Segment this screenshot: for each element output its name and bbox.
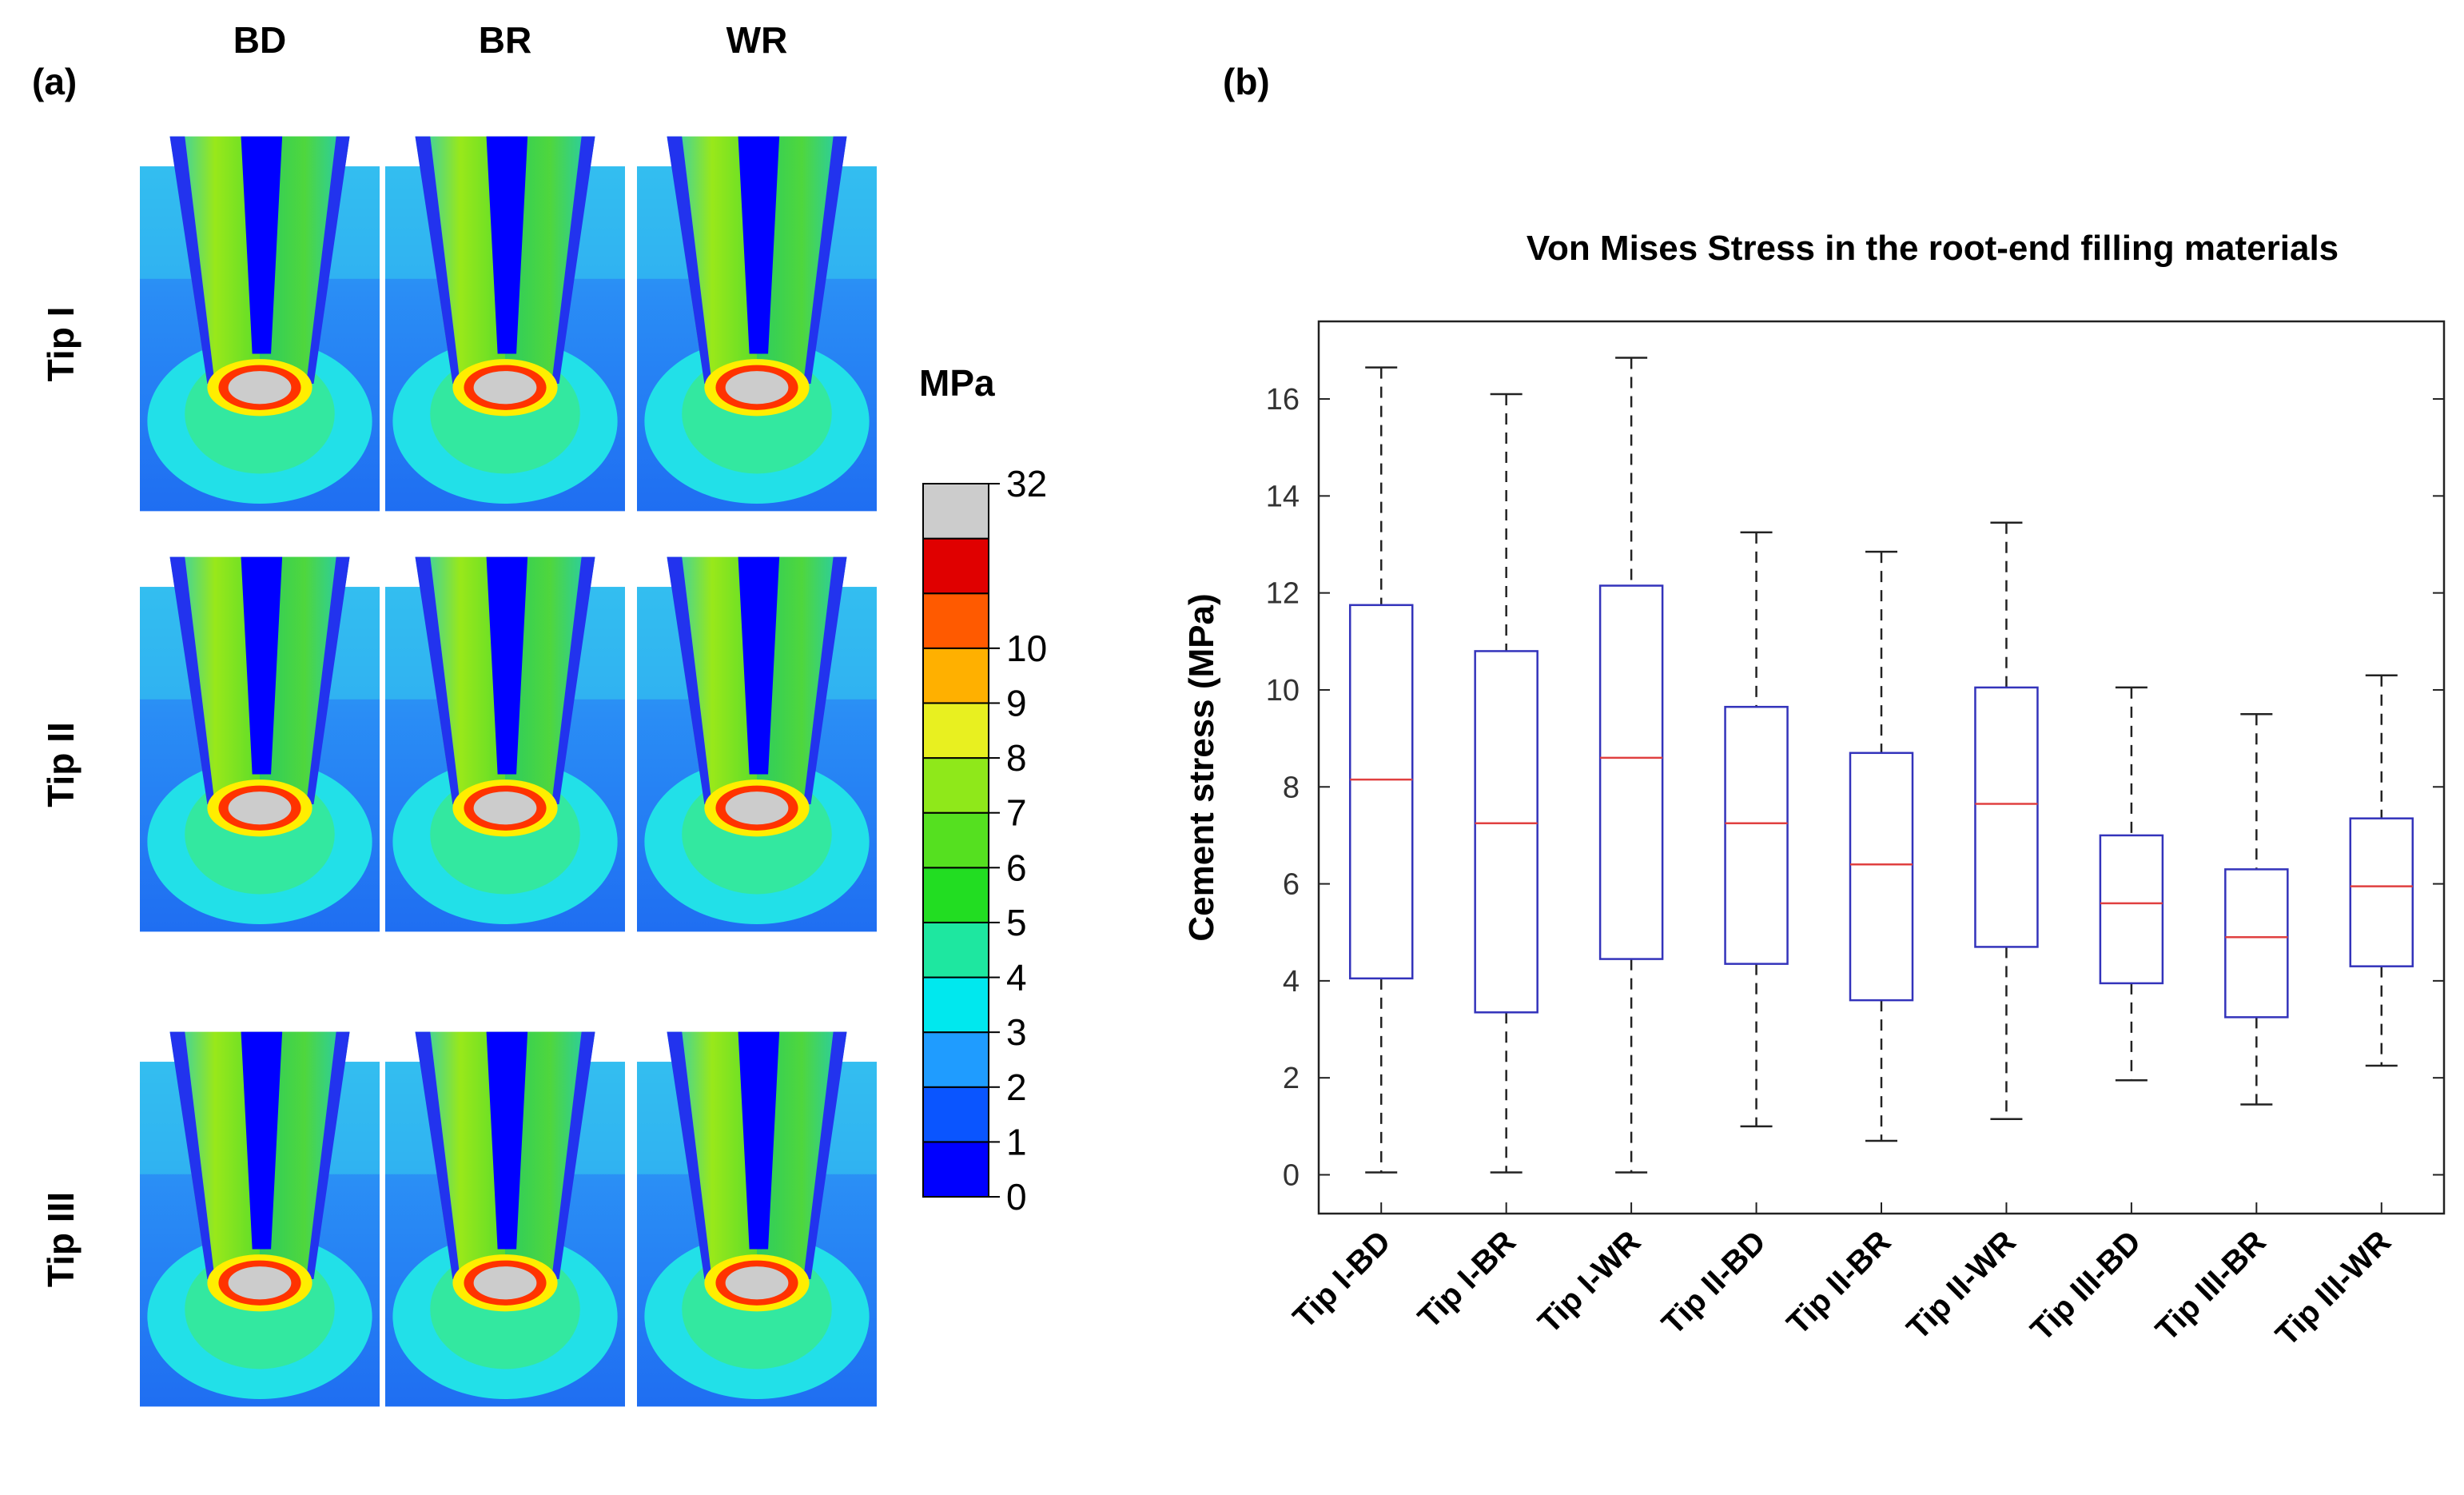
x-tick-label: Tip I-BR bbox=[1411, 1224, 1523, 1335]
colorbar-band bbox=[922, 1086, 989, 1143]
colorbar-band bbox=[922, 811, 989, 869]
x-tick-label: Tip I-BD bbox=[1287, 1224, 1398, 1335]
colorbar-band bbox=[922, 921, 989, 979]
chart-title: Von Mises Stress in the root-end filling… bbox=[1527, 229, 2339, 268]
y-tick-label: 2 bbox=[1283, 1062, 1300, 1095]
x-tick-label: Tip III-WR bbox=[2269, 1224, 2398, 1353]
y-axis-label: Cement stress (MPa) bbox=[1182, 593, 1221, 941]
colorbar-label: 3 bbox=[1006, 1011, 1027, 1053]
colorbar-band bbox=[922, 976, 989, 1034]
box bbox=[2349, 817, 2414, 967]
colorbar-label: 7 bbox=[1006, 792, 1027, 834]
colorbar-band bbox=[922, 483, 989, 540]
y-tick-label: 12 bbox=[1266, 577, 1300, 611]
y-tick-label: 14 bbox=[1266, 480, 1300, 513]
stress-map-image bbox=[637, 1031, 877, 1407]
x-tick-label: Tip II-WR bbox=[1901, 1224, 2023, 1346]
colorbar-band bbox=[922, 647, 989, 704]
x-tick-label: Tip II-BD bbox=[1655, 1224, 1773, 1342]
colorbar-band bbox=[922, 1031, 989, 1088]
colorbar-label: 8 bbox=[1006, 737, 1027, 779]
stress-map-image bbox=[140, 1031, 380, 1407]
stress-map-image bbox=[385, 1031, 625, 1407]
box bbox=[2099, 834, 2164, 985]
colorbar-label: 2 bbox=[1006, 1066, 1027, 1108]
colorbar-label: 0 bbox=[1006, 1176, 1027, 1218]
stress-map-image bbox=[140, 136, 380, 512]
box bbox=[1974, 686, 2039, 948]
colorbar-unit: MPa bbox=[919, 362, 995, 404]
box bbox=[1849, 751, 1914, 1002]
colorbar-band bbox=[922, 702, 989, 759]
stress-map-image bbox=[637, 556, 877, 932]
colorbar-band bbox=[922, 537, 989, 595]
stress-map-image bbox=[637, 136, 877, 512]
colorbar: MPa 0 1 2 3 4 5 6 7 8 9 10 32 bbox=[919, 362, 1047, 1218]
x-tick-label: Tip III-BR bbox=[2149, 1224, 2273, 1348]
x-tick-label: Tip I-WR bbox=[1531, 1224, 1647, 1340]
colorbar-label: 5 bbox=[1006, 902, 1027, 943]
colorbar-label: 6 bbox=[1006, 847, 1027, 888]
box bbox=[1348, 604, 1414, 980]
x-tick-label: Tip III-BD bbox=[2024, 1224, 2148, 1348]
column-label: BR bbox=[479, 19, 531, 61]
box bbox=[1724, 705, 1789, 965]
y-tick-label: 0 bbox=[1283, 1158, 1300, 1192]
colorbar-band bbox=[922, 757, 989, 814]
colorbar-label: 4 bbox=[1006, 957, 1027, 999]
y-tick-label: 4 bbox=[1283, 965, 1300, 999]
colorbar-band bbox=[922, 592, 989, 649]
box bbox=[2224, 868, 2289, 1019]
colorbar-label: 1 bbox=[1006, 1121, 1027, 1162]
colorbar-label: 10 bbox=[1006, 628, 1047, 669]
colorbar-label: 32 bbox=[1006, 463, 1047, 504]
y-tick-label: 8 bbox=[1283, 771, 1300, 804]
row-label: Tip III bbox=[40, 1192, 82, 1287]
row-label: Tip II bbox=[40, 722, 82, 807]
box bbox=[1474, 650, 1539, 1014]
box bbox=[1598, 584, 1664, 960]
y-tick-label: 6 bbox=[1283, 868, 1300, 902]
panel-b-label: (b) bbox=[1223, 61, 1270, 102]
stress-map-image bbox=[140, 556, 380, 932]
stress-map-image bbox=[385, 556, 625, 932]
panel-a-label: (a) bbox=[32, 61, 77, 102]
y-tick-label: 16 bbox=[1266, 383, 1300, 417]
column-label: WR bbox=[726, 19, 788, 61]
row-label: Tip I bbox=[40, 307, 82, 382]
colorbar-band bbox=[922, 1141, 989, 1198]
column-label: BD bbox=[233, 19, 286, 61]
colorbar-label: 9 bbox=[1006, 682, 1027, 724]
colorbar-band bbox=[922, 867, 989, 923]
y-tick-label: 10 bbox=[1266, 674, 1300, 708]
stress-map-image bbox=[385, 136, 625, 512]
x-tick-label: Tip II-BR bbox=[1780, 1224, 1897, 1342]
stress-maps: BD BR WR Tip I Tip II Tip III bbox=[40, 19, 877, 1407]
